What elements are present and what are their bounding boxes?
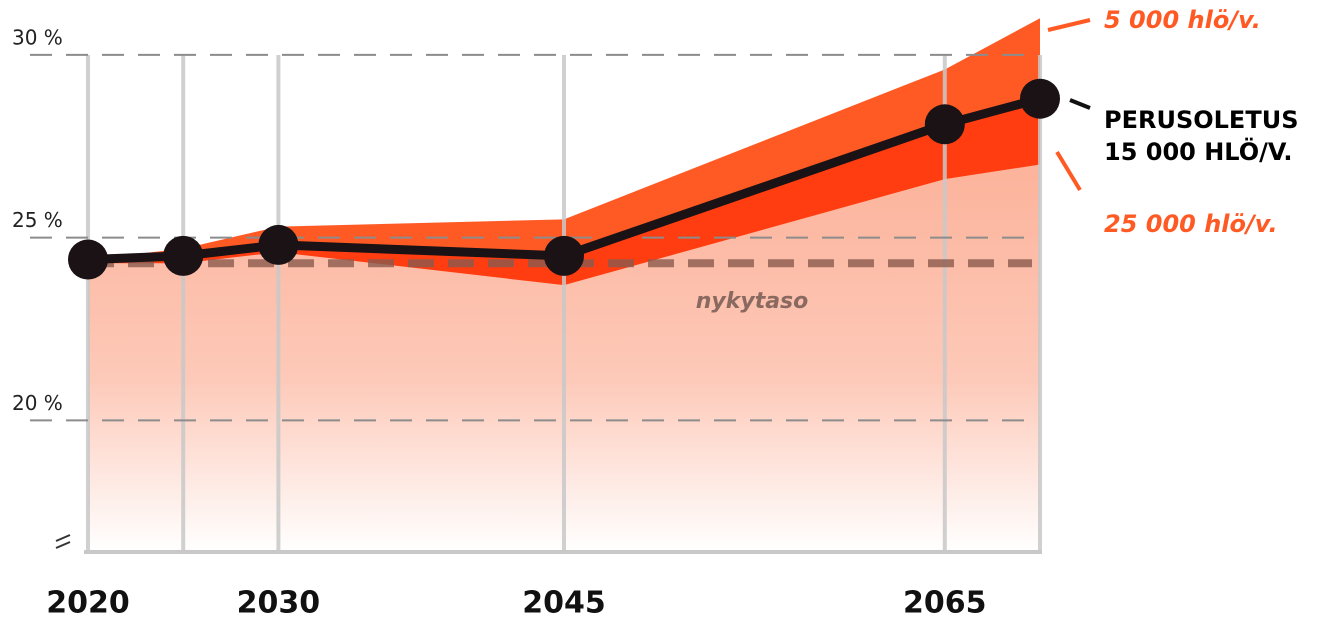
axis-break	[55, 534, 71, 549]
point	[924, 104, 965, 145]
leader-line	[1069, 98, 1091, 110]
y-tick-label: 20 %	[12, 391, 63, 415]
legend-label: PERUSOLETUS 15 000 HLÖ/V.	[1104, 106, 1299, 166]
leader-line	[1055, 150, 1082, 192]
x-tick-label: 2020	[46, 586, 130, 618]
y-tick-label: 30 %	[12, 25, 63, 49]
point	[68, 239, 108, 280]
point	[258, 224, 299, 265]
leader-line	[1047, 18, 1091, 32]
y-tick-label: 25 %	[12, 208, 63, 232]
x-tick-label: 2065	[903, 586, 987, 618]
x-tick-label: 2045	[522, 586, 606, 618]
x-tick-label: 2030	[237, 586, 321, 618]
reference-label: nykytaso	[696, 289, 809, 314]
point	[163, 235, 204, 276]
legend-label: 5 000 hlö/v.	[1104, 6, 1261, 34]
point	[544, 235, 584, 276]
legend-label: 25 000 hlö/v.	[1104, 210, 1278, 238]
point	[1020, 78, 1060, 119]
